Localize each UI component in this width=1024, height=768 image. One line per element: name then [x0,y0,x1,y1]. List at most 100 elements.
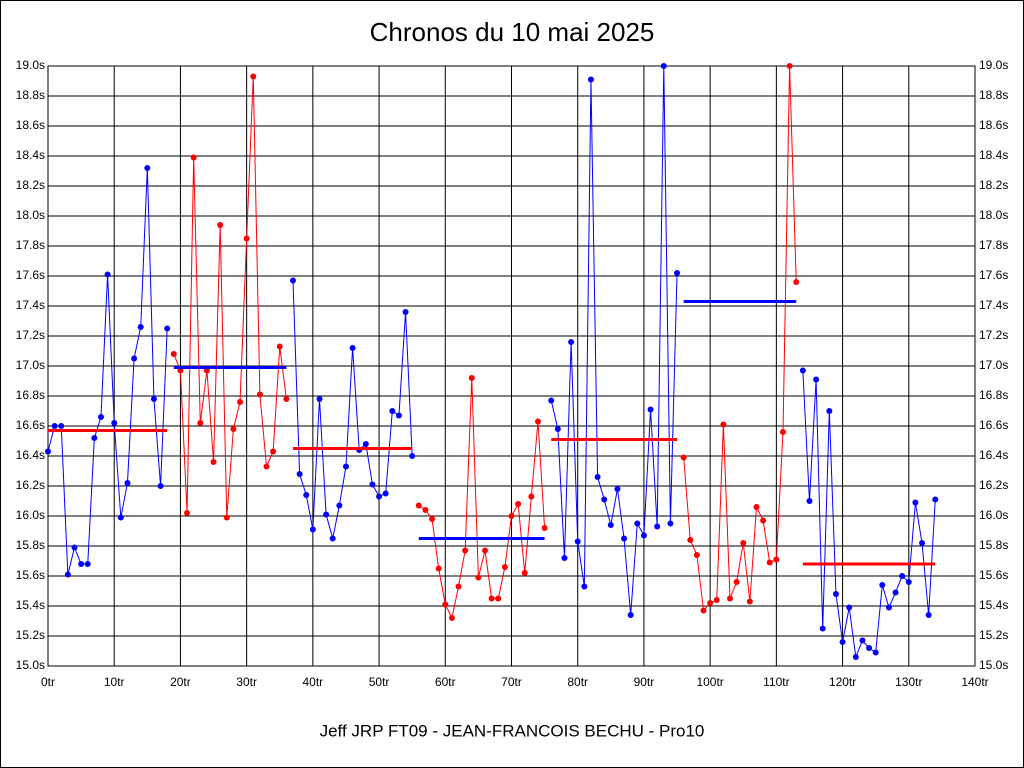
data-point [389,408,396,414]
data-point [362,441,369,447]
data-point [866,645,873,651]
data-point [740,540,747,546]
data-point [733,579,740,585]
data-point [640,532,647,539]
data-point [276,343,283,350]
y-tick-label: 15.6s [16,568,45,582]
y-tick-label: 17.0s [16,358,45,372]
data-point [263,463,270,470]
data-point [568,339,575,345]
data-point [289,277,296,284]
data-point [468,375,475,381]
x-tick-label: 140tr [961,675,988,689]
x-tick-label: 90tr [634,675,655,689]
y-tick-label: 15.4s [16,598,45,612]
series-line [418,377,546,620]
data-point [799,367,806,374]
data-point [746,598,753,605]
data-point [217,222,224,228]
data-point [78,561,85,567]
data-point [693,552,700,558]
y2-tick-label: 15.4s [979,598,1008,612]
y2-tick-label: 15.2s [979,628,1008,642]
data-point [197,420,204,426]
data-point [157,483,164,489]
data-point [720,421,727,428]
y-tick-label: 19.0s [16,58,45,72]
data-point [448,615,455,621]
data-point [256,391,263,398]
data-point [919,540,926,546]
data-point [660,63,667,69]
y2-tick-label: 17.8s [979,238,1008,252]
data-point [700,607,707,614]
data-point [852,654,859,660]
data-point [296,471,303,477]
x-tick-label: 30tr [236,675,257,689]
y2-tick-label: 17.2s [979,328,1008,342]
data-point [647,406,654,413]
data-point [303,492,310,498]
data-point [131,355,138,362]
data-point [713,597,720,603]
data-point [905,579,912,585]
data-point [422,507,429,513]
data-point [912,499,919,506]
data-point [376,493,383,500]
data-point [210,459,217,465]
data-point [435,565,442,572]
y-tick-label: 15.0s [16,658,45,672]
data-point [614,486,621,492]
x-tick-label: 80tr [567,675,588,689]
data-point [548,397,555,404]
data-point [455,583,462,590]
data-point [601,496,608,503]
y2-tick-label: 18.0s [979,208,1008,222]
y-tick-label: 15.2s [16,628,45,642]
data-point [283,396,290,402]
data-point [561,555,568,561]
data-point [429,516,436,522]
x-tick-label: 70tr [501,675,522,689]
x-tick-label: 130tr [895,675,922,689]
data-point [832,591,839,597]
y-tick-label: 16.2s [16,478,45,492]
data-point [806,498,813,504]
series-line [683,65,797,612]
data-point [64,571,71,578]
data-point [395,412,402,419]
x-tick-label: 0tr [41,675,55,689]
data-point [323,511,330,518]
data-point [170,351,177,357]
y-tick-label: 16.6s [16,418,45,432]
data-point [184,510,191,516]
data-point [786,63,793,69]
data-point [594,474,601,480]
y-tick-label: 18.8s [16,88,45,102]
data-point [932,496,939,503]
y-tick-label: 17.6s [16,268,45,282]
data-point [826,408,833,414]
data-point [925,612,932,618]
x-tick-label: 100tr [696,675,723,689]
data-point [607,522,614,528]
data-point [508,513,515,519]
data-point [230,426,237,432]
x-tick-label: 60tr [435,675,456,689]
series-line [550,65,678,616]
data-point [515,501,522,507]
data-point [813,376,820,383]
y-tick-label: 17.8s [16,238,45,252]
y-tick-label: 18.2s [16,178,45,192]
data-point [137,324,144,330]
data-point [462,547,469,554]
x-tick-label: 10tr [104,675,125,689]
y2-tick-label: 15.6s [979,568,1008,582]
y-tick-label: 18.6s [16,118,45,132]
data-point [111,420,118,426]
data-point [150,396,157,402]
data-point [680,454,687,461]
data-point [45,448,51,455]
